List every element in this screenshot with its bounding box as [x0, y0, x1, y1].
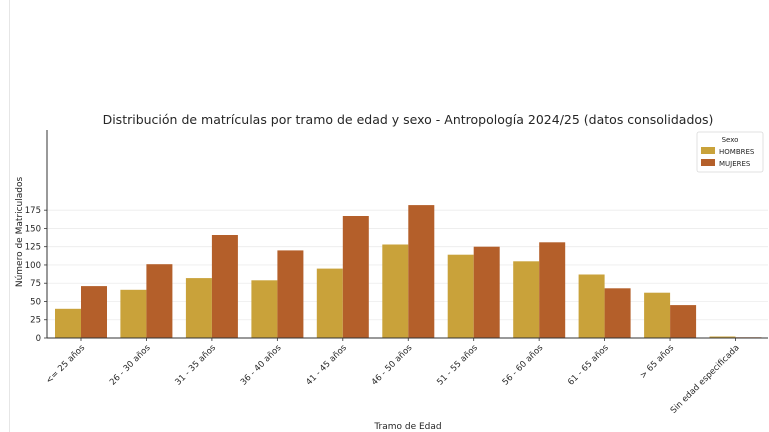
y-tick-label: 100 — [25, 261, 41, 271]
axes — [46, 130, 768, 339]
x-tick-label: 56 - 60 años — [501, 343, 546, 388]
y-tick-label: 75 — [30, 279, 41, 289]
bar-hombres-56-60-a-os — [513, 261, 540, 338]
y-axis-label: Número de Matriculados — [15, 177, 25, 288]
x-tick-label: > 65 años — [638, 343, 676, 381]
x-tick-label: <= 25 años — [44, 343, 87, 386]
y-tick-label: 0 — [36, 334, 41, 344]
x-tick-label: 41 - 45 años — [304, 343, 349, 388]
x-tick-label: 26 - 30 años — [108, 343, 153, 388]
bar-mujeres-31-35-a-os — [211, 235, 238, 338]
bar-mujeres-51-55-a-os — [473, 246, 500, 338]
y-tick-label: 175 — [25, 206, 41, 216]
bar-mujeres-61-65-a-os — [604, 288, 631, 338]
x-tick-label: Sin edad especificada — [669, 343, 742, 416]
x-tick-label: 51 - 55 años — [435, 343, 480, 388]
bar-hombres-61-65-a-os — [578, 274, 605, 338]
legend-label-hombres: HOMBRES — [719, 148, 755, 156]
x-tick-label: 46 - 50 años — [370, 343, 415, 388]
bar-hombres-41-45-a-os — [316, 268, 343, 338]
y-tick-label: 125 — [25, 243, 41, 253]
legend: Sexo HOMBRES MUJERES — [696, 131, 764, 173]
bar-hombres-sin-edad-especificada — [709, 336, 736, 338]
y-tick-label: 150 — [25, 224, 41, 234]
bar-mujeres-25-a-os — [81, 286, 107, 338]
bar-hombres-46-50-a-os — [382, 244, 409, 338]
y-tick-label: 50 — [30, 297, 41, 307]
bar-hombres-26-30-a-os — [120, 289, 147, 338]
chart-title: Distribución de matrículas por tramo de … — [103, 112, 714, 127]
bar-hombres-51-55-a-os — [447, 254, 474, 338]
bar-mujeres-36-40-a-os — [277, 250, 304, 338]
bar-hombres-31-35-a-os — [185, 278, 212, 338]
y-ticks: 0 25 50 75 100 125 150 175 — [25, 206, 47, 344]
legend-swatch-hombres — [701, 147, 715, 154]
x-tick-label: 36 - 40 años — [239, 343, 284, 388]
bar-mujeres-65-a-os — [670, 305, 697, 338]
bar-mujeres-56-60-a-os — [539, 242, 566, 338]
y-tick-label: 25 — [30, 316, 41, 326]
x-tick-label: 31 - 35 años — [173, 343, 218, 388]
bar-mujeres-26-30-a-os — [146, 264, 173, 338]
bar-hombres-36-40-a-os — [251, 280, 278, 338]
bar-mujeres-41-45-a-os — [342, 216, 369, 338]
frame-divider — [9, 0, 10, 432]
legend-swatch-mujeres — [701, 159, 715, 166]
x-tick-label: 61 - 65 años — [566, 343, 611, 388]
legend-label-mujeres: MUJERES — [719, 160, 751, 168]
bar-hombres-65-a-os — [644, 292, 671, 338]
x-ticks: <= 25 años 26 - 30 años 31 - 35 años 36 - 4… — [44, 338, 742, 416]
bar-mujeres-46-50-a-os — [408, 205, 435, 338]
bar-hombres-25-a-os — [55, 308, 81, 338]
bars — [55, 205, 762, 338]
x-axis-label: Tramo de Edad — [373, 422, 441, 432]
legend-title: Sexo — [722, 136, 739, 144]
